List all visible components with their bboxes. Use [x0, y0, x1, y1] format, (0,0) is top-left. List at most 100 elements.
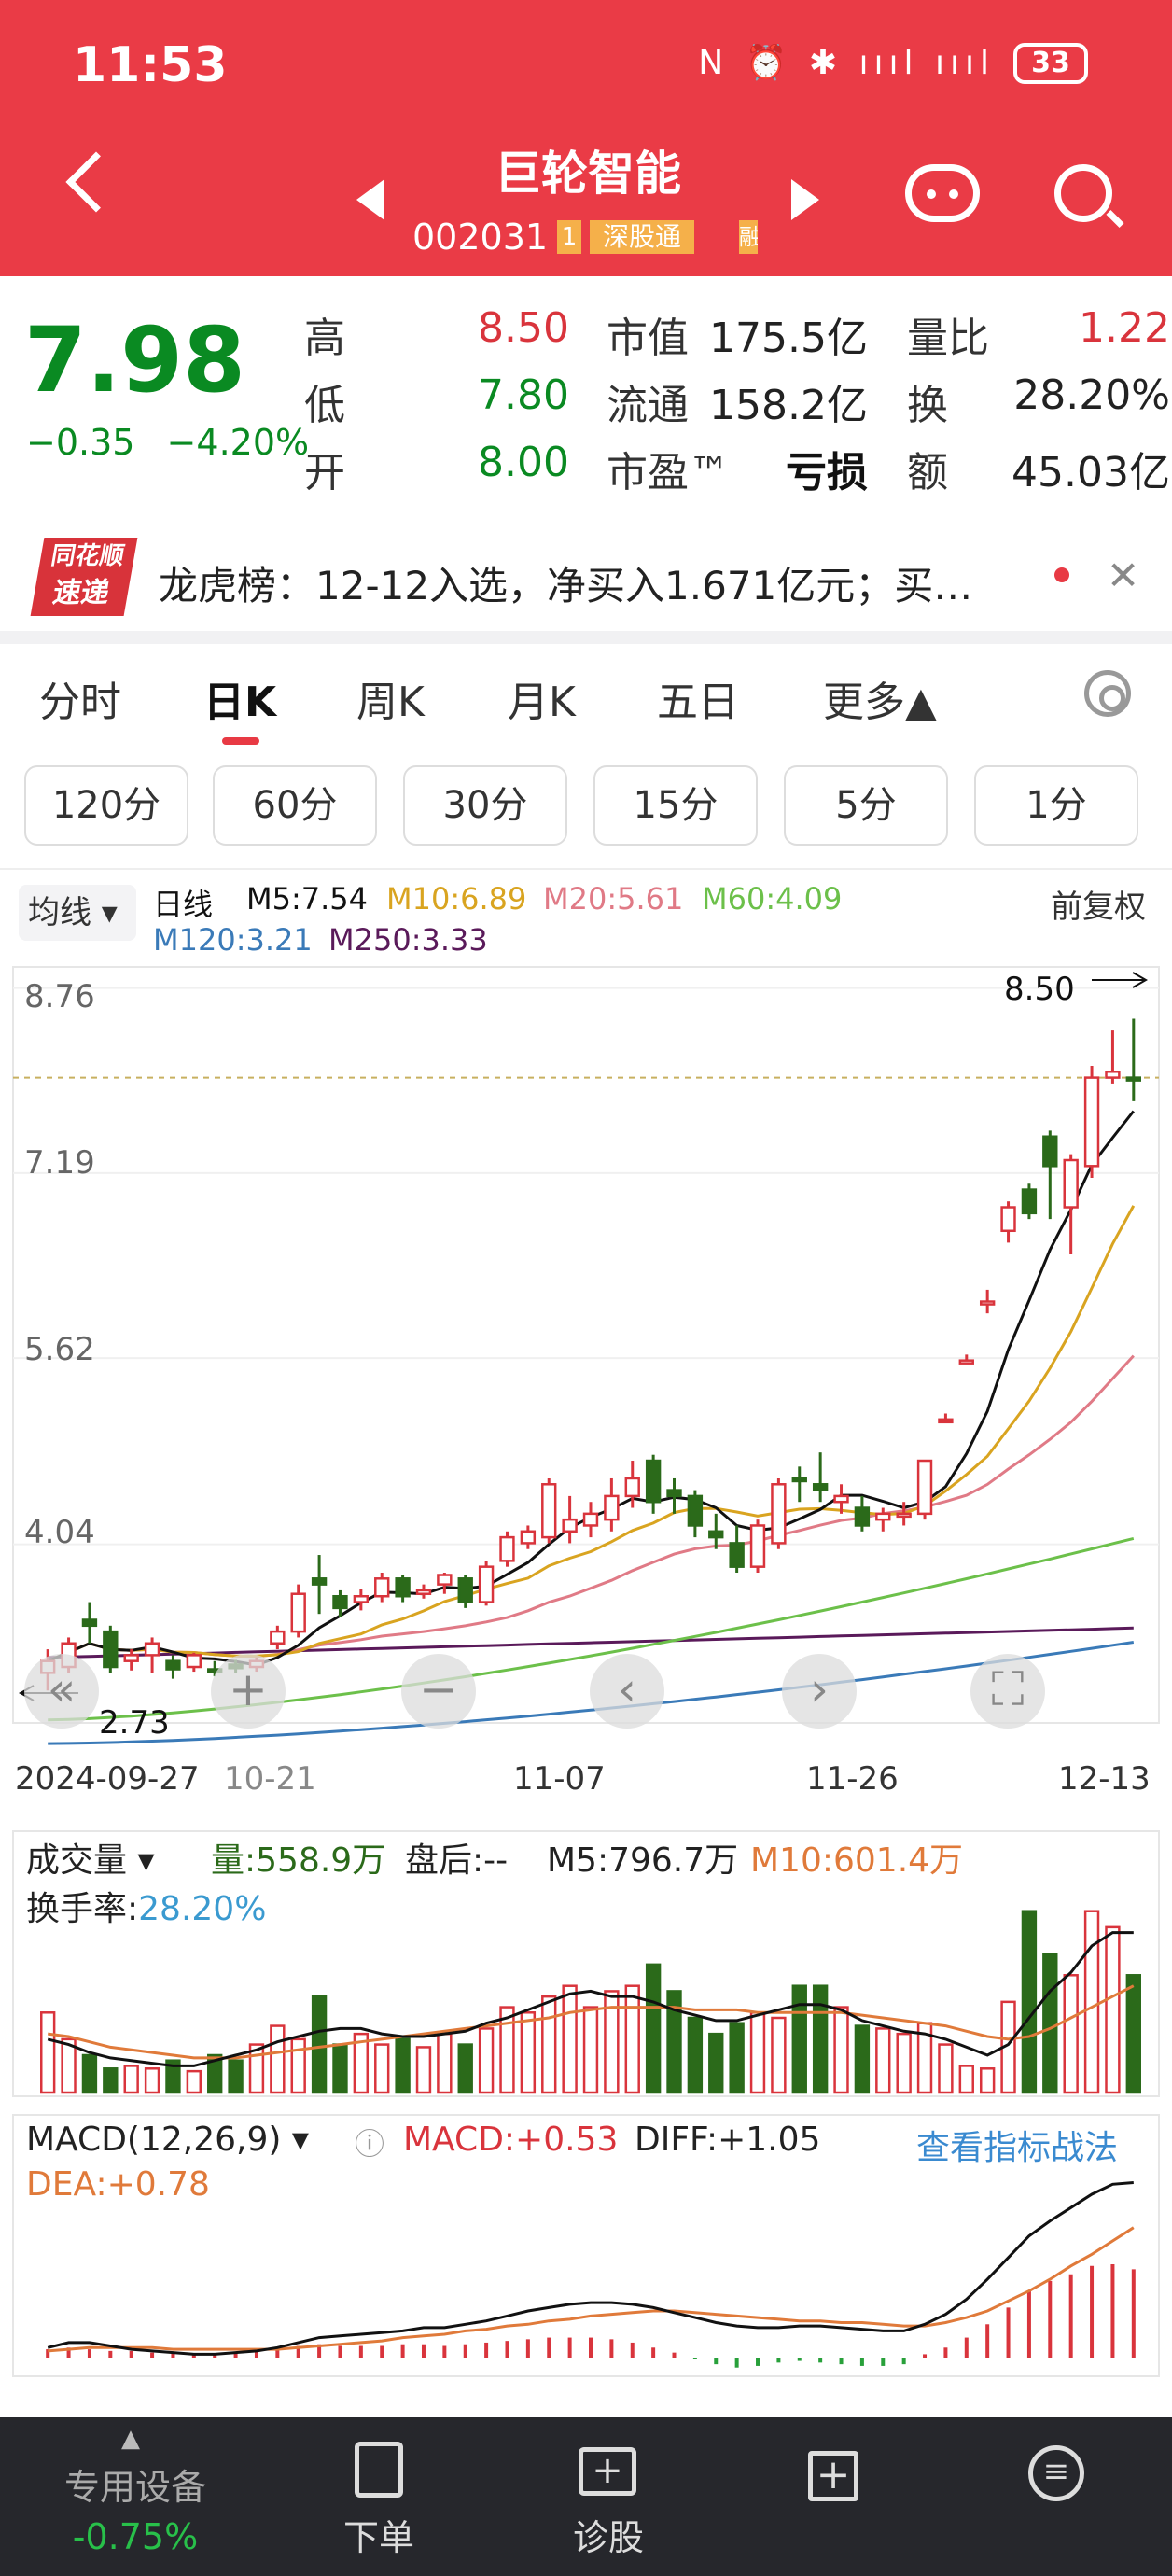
volume-bar [958, 2065, 974, 2094]
ma250-value: M250:3.33 [328, 922, 488, 958]
volume-bar [1063, 1974, 1079, 2094]
volume-bar [228, 2059, 244, 2094]
status-time: 11:53 [73, 37, 228, 93]
period-120min[interactable]: 120分 [24, 765, 188, 846]
volume-bar [624, 1984, 640, 2094]
x-tick-label: 12-13 [1058, 1760, 1151, 1798]
adjust-mode[interactable]: 前复权 [1051, 889, 1146, 926]
sector-name[interactable]: 专用设备 [63, 2467, 206, 2508]
diagnose-label[interactable]: 诊股 [572, 2517, 644, 2558]
volume-bar [729, 2022, 745, 2094]
candle-body [645, 1459, 662, 1504]
volume-bar [165, 2059, 181, 2094]
candle-body [896, 1512, 912, 1519]
x-tick-label: 11-07 [513, 1760, 606, 1798]
order-label[interactable]: 下单 [342, 2517, 414, 2558]
tab-monthly-k[interactable]: 月K [508, 679, 576, 726]
volume-bar [541, 1995, 557, 2094]
mcap-label: 市值 [607, 315, 689, 362]
price-change: −0.35 −4.20% [26, 422, 309, 463]
volume-bar [1125, 1974, 1141, 2094]
zoom-out-icon[interactable]: − [401, 1654, 476, 1729]
diagnose-icon[interactable]: + [579, 2447, 636, 2496]
mcap-value: 175.5亿 [709, 315, 868, 362]
news-ticker[interactable]: 龙虎榜：12-12入选，净买入1.671亿元；买… [159, 563, 973, 609]
add-watchlist-icon[interactable]: + [808, 2451, 858, 2501]
volume-chart[interactable] [0, 1829, 1172, 2109]
volume-bar [771, 2016, 787, 2094]
tab-daily-k[interactable]: 日K [203, 679, 277, 726]
y-tick-label: 4.04 [24, 1514, 95, 1551]
volume-selector[interactable]: 成交量 ▾ [26, 1841, 155, 1880]
chart-frame [12, 966, 1160, 1724]
chart-frame [12, 1830, 1160, 2097]
open-label: 开 [304, 449, 345, 497]
tab-more[interactable]: 更多▲ [823, 679, 937, 726]
indicator-tactics-link[interactable]: 查看指标战法 [916, 2129, 1119, 2167]
period-5min[interactable]: 5分 [784, 765, 948, 846]
volume-bar [499, 2006, 515, 2094]
period-1min[interactable]: 1分 [974, 765, 1138, 846]
zoom-in-icon[interactable]: + [211, 1654, 286, 1729]
search-icon[interactable] [1054, 164, 1112, 222]
fullscreen-icon[interactable]: ⛶ [970, 1654, 1045, 1729]
prev-stock-icon[interactable] [356, 179, 384, 220]
volume-bar [749, 2011, 766, 2094]
close-icon[interactable]: ✕ [1107, 553, 1140, 598]
candle-body [854, 1506, 871, 1527]
volume-bar [290, 2037, 306, 2094]
ma-selector[interactable]: 均线 ▾ [19, 885, 136, 941]
x-tick-label: 2024-09-27 [15, 1760, 200, 1798]
period-60min[interactable]: 60分 [213, 765, 377, 846]
volume-bar [938, 2043, 954, 2094]
dea-value: DEA:+0.78 [26, 2165, 210, 2204]
macd-chart[interactable] [0, 2113, 1172, 2384]
chevron-left-icon[interactable]: ‹ [590, 1654, 664, 1729]
amount-value: 45.03亿 [1012, 449, 1170, 497]
volume-bar [562, 1984, 578, 2094]
volume-bar [896, 2032, 912, 2094]
settings-icon[interactable] [1084, 670, 1131, 717]
candle-body [1021, 1188, 1038, 1215]
tab-five-day[interactable]: 五日 [657, 679, 739, 726]
volume-bar [1021, 1910, 1038, 2094]
candle-body [729, 1542, 745, 1568]
chevron-right-icon[interactable]: › [782, 1654, 857, 1729]
macd-selector[interactable]: MACD(12,26,9) ▾ [26, 2121, 309, 2159]
max-arrow-head [1132, 972, 1149, 988]
period-30min[interactable]: 30分 [403, 765, 567, 846]
candle-body [457, 1577, 473, 1603]
volume-bar [979, 2067, 996, 2094]
low-label: 低 [304, 382, 345, 429]
pe-label: 市盈™ [607, 449, 730, 497]
float-label: 流通 [607, 382, 689, 429]
volume-bar [353, 2032, 370, 2094]
candle-body [1063, 1158, 1079, 1209]
scroll-left-fast-icon[interactable]: « [24, 1654, 99, 1729]
volume-bar [833, 2006, 849, 2094]
volume-bar [40, 2011, 56, 2094]
period-15min[interactable]: 15分 [593, 765, 758, 846]
candle-body [958, 1359, 974, 1365]
candle-body [1083, 1076, 1100, 1168]
candle-body [791, 1477, 807, 1483]
candlestick-chart[interactable] [0, 965, 1172, 1749]
vr-value: 1.22 [1079, 304, 1170, 352]
tab-intraday[interactable]: 分时 [39, 679, 121, 726]
change-percent: −4.20% [166, 422, 310, 463]
turnover-rate-value: 28.20% [138, 1890, 267, 1928]
robot-icon[interactable] [905, 164, 980, 222]
ma10-line [47, 1205, 1136, 1663]
volume-bar [520, 2011, 537, 2094]
dea-line [48, 2226, 1135, 2353]
next-stock-icon[interactable] [791, 179, 819, 220]
volume-bar [666, 1990, 682, 2094]
tab-weekly-k[interactable]: 周K [356, 679, 425, 726]
expand-up-icon[interactable]: ▲ [121, 2425, 140, 2453]
candle-body [1105, 1071, 1121, 1079]
help-icon[interactable]: ⓘ [355, 2126, 385, 2162]
order-icon[interactable] [355, 2442, 403, 2498]
menu-icon[interactable]: ≡ [1028, 2445, 1084, 2501]
back-icon[interactable] [65, 151, 127, 213]
float-value: 158.2亿 [709, 382, 868, 429]
